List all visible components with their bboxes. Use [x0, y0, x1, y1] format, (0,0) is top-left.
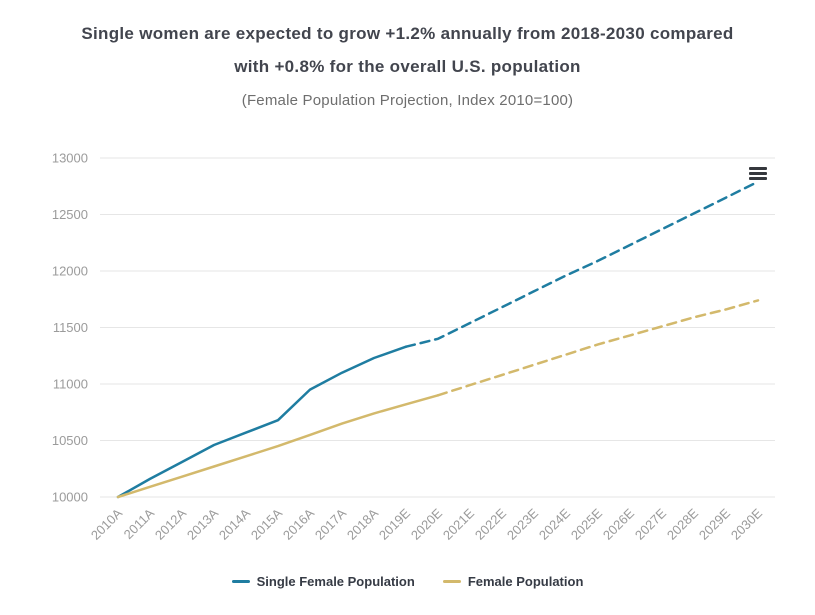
x-axis-label: 2029E [696, 505, 733, 542]
x-axis-label: 2026E [600, 505, 637, 542]
population-projection-chart: 10000 10500 11000 11500 12000 12500 13000 2010A… [52, 151, 775, 543]
hamburger-bar-icon [749, 177, 767, 180]
y-axis-label: 11000 [53, 377, 88, 392]
chart-subtitle: (Female Population Projection, Index 201… [241, 92, 574, 109]
legend-item-female-population[interactable]: Female Population [442, 574, 584, 589]
x-axis-label: 2027E [632, 505, 669, 542]
x-axis-label: 2011A [121, 505, 158, 542]
x-axis-label: 2022E [472, 505, 509, 542]
y-axis-label: 12000 [52, 264, 88, 279]
chart-title-line2: with +0.8% for the overall U.S. populati… [234, 57, 581, 76]
x-axis-label: 2012A [152, 505, 189, 542]
y-axis-label: 10000 [52, 490, 88, 505]
x-axis-label: 2019E [376, 505, 413, 542]
hamburger-menu-icon[interactable] [749, 167, 767, 182]
legend-swatch-single-female [231, 580, 250, 583]
x-axis-label: 2028E [664, 505, 701, 542]
series-line-dashed-0[interactable] [404, 180, 760, 348]
y-axis-label: 13000 [52, 151, 88, 166]
x-axis-label: 2016A [280, 505, 317, 542]
y-axis-label: 10500 [52, 433, 88, 448]
y-axis-label: 11500 [53, 320, 88, 335]
legend-label-single-female: Single Female Population [256, 574, 415, 589]
hamburger-bar-icon [749, 167, 767, 170]
x-axis-label: 2025E [568, 505, 605, 542]
x-axis-label: 2024E [536, 505, 573, 542]
series-line-solid-0[interactable] [116, 345, 408, 499]
chart-legend: Single Female Population Female Populati… [0, 574, 815, 589]
legend-label-female: Female Population [467, 574, 584, 589]
y-axis-label: 12500 [52, 207, 88, 222]
hamburger-bar-icon [749, 172, 767, 175]
x-axis-label: 2021E [440, 505, 477, 542]
legend-item-single-female-population[interactable]: Single Female Population [231, 574, 415, 589]
chart-title-line1: Single women are expected to grow +1.2% … [81, 24, 734, 43]
x-axis-label: 2010A [88, 505, 125, 542]
x-axis-label: 2023E [504, 505, 541, 542]
series-line-solid-1[interactable] [116, 394, 440, 499]
legend-swatch-female [442, 580, 461, 583]
x-axis-label: 2018A [344, 505, 381, 542]
x-axis-label: 2017A [312, 505, 349, 542]
x-axis-label: 2013A [184, 505, 221, 542]
x-axis-label: 2014A [216, 505, 253, 542]
series-line-dashed-1[interactable] [436, 299, 760, 397]
x-axis-label: 2020E [408, 505, 445, 542]
x-axis-label: 2030E [728, 505, 765, 542]
x-axis-label: 2015A [248, 505, 285, 542]
